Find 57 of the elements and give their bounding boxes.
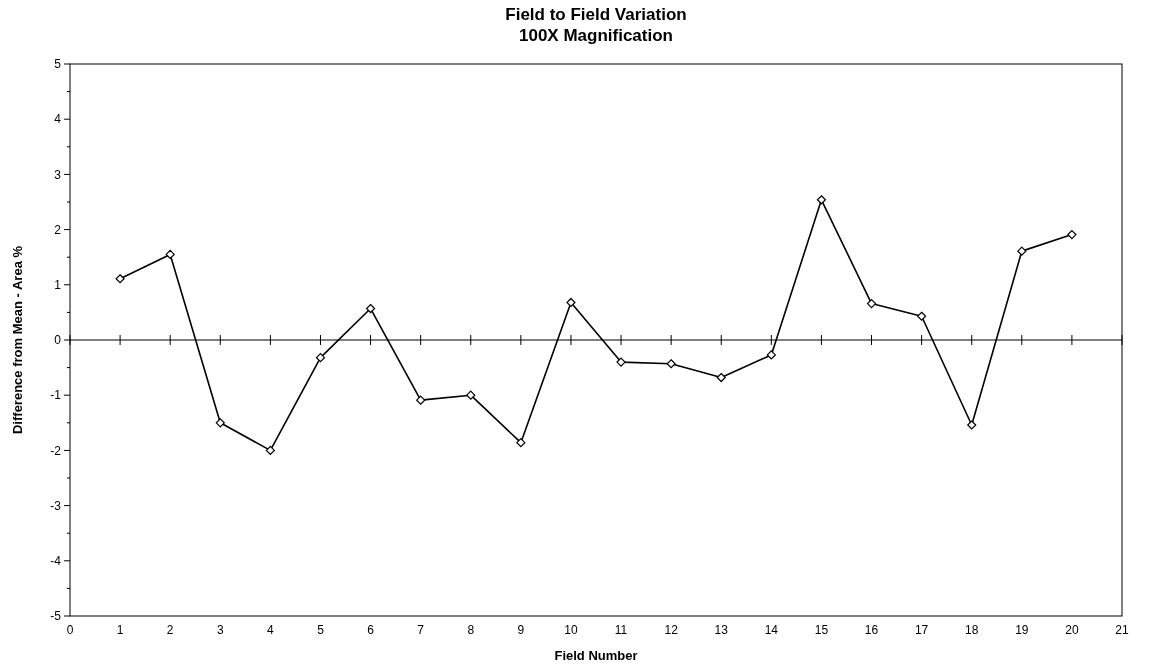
- x-tick-label: 4: [267, 623, 275, 637]
- point: [416, 395, 426, 405]
- point: [716, 372, 726, 383]
- x-tick-label: 12: [664, 623, 679, 637]
- x-tick-label: 13: [714, 623, 729, 637]
- x-tick-label: 20: [1065, 623, 1079, 637]
- y-tick-label: -5: [50, 609, 62, 624]
- point: [866, 298, 877, 309]
- x-tick-label: 15: [814, 623, 829, 637]
- point: [967, 420, 977, 430]
- x-tick-label: 5: [317, 623, 325, 637]
- point: [616, 357, 626, 367]
- x-tick-label: 1: [116, 623, 124, 637]
- y-tick-label: -2: [50, 443, 62, 458]
- point: [516, 438, 526, 448]
- y-tick-label: -1: [50, 388, 62, 403]
- y-tick-label: -3: [50, 498, 62, 513]
- point: [766, 350, 776, 360]
- point: [917, 311, 927, 321]
- x-tick-label: 0: [66, 623, 74, 637]
- point: [115, 274, 125, 284]
- x-axis-title: Field Number: [554, 648, 638, 663]
- y-tick-label: 2: [54, 222, 62, 237]
- y-tick-label: 0: [54, 333, 62, 348]
- x-tick-label: 8: [467, 623, 475, 637]
- point: [165, 249, 175, 260]
- x-tick-label: 6: [367, 623, 375, 637]
- x-tick-label: 2: [166, 623, 174, 637]
- point: [265, 445, 275, 455]
- point: [566, 297, 576, 308]
- y-tick-label: 4: [54, 112, 62, 127]
- x-tick-label: 9: [517, 623, 525, 637]
- x-tick-label: 11: [614, 623, 628, 637]
- x-tick-label: 14: [764, 623, 779, 637]
- x-tick-label: 17: [914, 623, 929, 637]
- point: [666, 359, 676, 369]
- y-tick-label: 3: [54, 167, 62, 182]
- x-tick-label: 16: [864, 623, 879, 637]
- point: [315, 353, 326, 363]
- y-tick-label: 1: [54, 278, 62, 292]
- point: [365, 303, 376, 314]
- x-tick-label: 19: [1015, 623, 1029, 637]
- x-tick-label: 10: [564, 623, 578, 637]
- x-tick-label: 21: [1115, 623, 1129, 637]
- point: [816, 195, 827, 205]
- y-tick-label: 5: [54, 57, 62, 72]
- y-tick-label: -4: [50, 554, 62, 568]
- chart-title: Field to Field Variation: [505, 5, 687, 24]
- x-tick-label: 18: [965, 623, 979, 637]
- point: [466, 390, 476, 400]
- point: [215, 418, 225, 428]
- chart-subtitle: 100X Magnification: [519, 26, 673, 45]
- y-axis-title: Difference from Mean - Area %: [10, 245, 25, 435]
- point: [1067, 229, 1077, 240]
- x-tick-label: 7: [417, 623, 425, 637]
- point: [1017, 246, 1027, 256]
- x-tick-label: 3: [216, 623, 224, 637]
